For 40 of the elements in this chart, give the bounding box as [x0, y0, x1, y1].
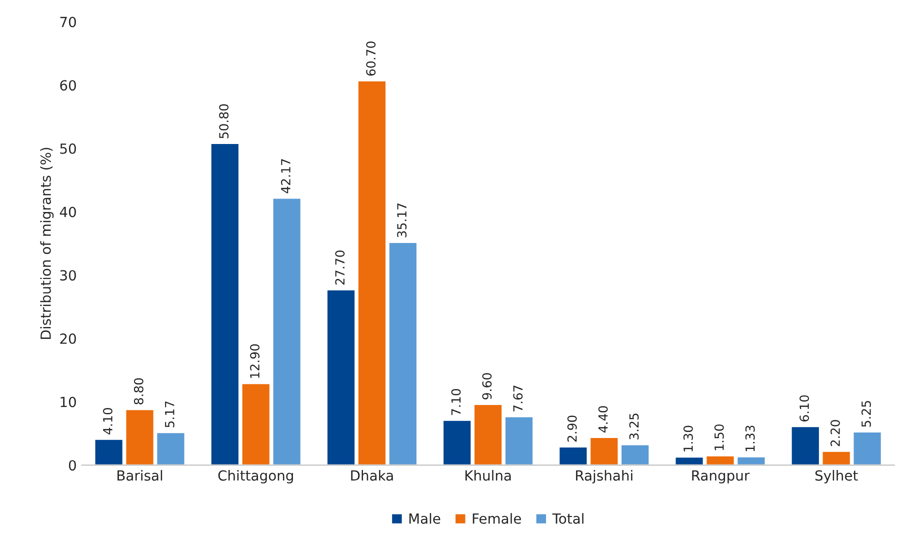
y-tick-label: 0 — [68, 460, 76, 471]
data-label: 9.60 — [482, 373, 492, 400]
legend-label: Total — [552, 513, 584, 524]
x-tick-label: Dhaka — [351, 470, 393, 481]
x-tick-label: Rangpur — [692, 470, 750, 484]
data-label: 6.10 — [800, 395, 809, 422]
y-tick-label: 10 — [60, 396, 76, 408]
data-label: 3.25 — [629, 414, 639, 440]
data-label: 8.80 — [134, 378, 144, 404]
data-label: 7.10 — [451, 388, 461, 415]
data-label: 4.10 — [102, 408, 112, 434]
y-tick-label: 20 — [60, 333, 76, 344]
y-tick-label: 70 — [60, 16, 76, 28]
data-label: 50.80 — [219, 104, 229, 138]
y-tick-label: 60 — [60, 80, 76, 91]
data-label: 4.40 — [598, 406, 608, 432]
data-label: 1.30 — [683, 426, 693, 452]
x-tick-label: Rajshahi — [576, 470, 632, 484]
data-label: 2.90 — [567, 416, 577, 442]
data-label: 5.25 — [861, 400, 871, 427]
data-label: 1.50 — [714, 424, 724, 450]
x-tick-label: Chittagong — [218, 470, 293, 484]
x-tick-label: Sylhet — [815, 470, 858, 484]
legend-label: Female — [472, 513, 521, 524]
data-label: 27.70 — [335, 250, 345, 285]
y-tick-label: 40 — [60, 206, 76, 218]
y-tick-label: 50 — [60, 143, 76, 154]
data-label: 2.20 — [830, 420, 840, 446]
data-label: 1.33 — [745, 426, 755, 452]
x-tick-label: Barisal — [118, 470, 162, 481]
data-label: 5.17 — [165, 401, 174, 428]
data-label: 35.17 — [397, 203, 407, 238]
y-tick-label: 30 — [60, 270, 76, 281]
y-axis-title: Distribution of migrants (%) — [40, 148, 54, 339]
x-tick-label: Khulna — [465, 470, 511, 481]
data-label: 7.67 — [513, 386, 523, 412]
data-label: 12.90 — [250, 344, 260, 378]
data-label: 60.70 — [366, 42, 376, 76]
data-label: 42.17 — [280, 159, 290, 194]
legend-label: Male — [409, 513, 440, 524]
